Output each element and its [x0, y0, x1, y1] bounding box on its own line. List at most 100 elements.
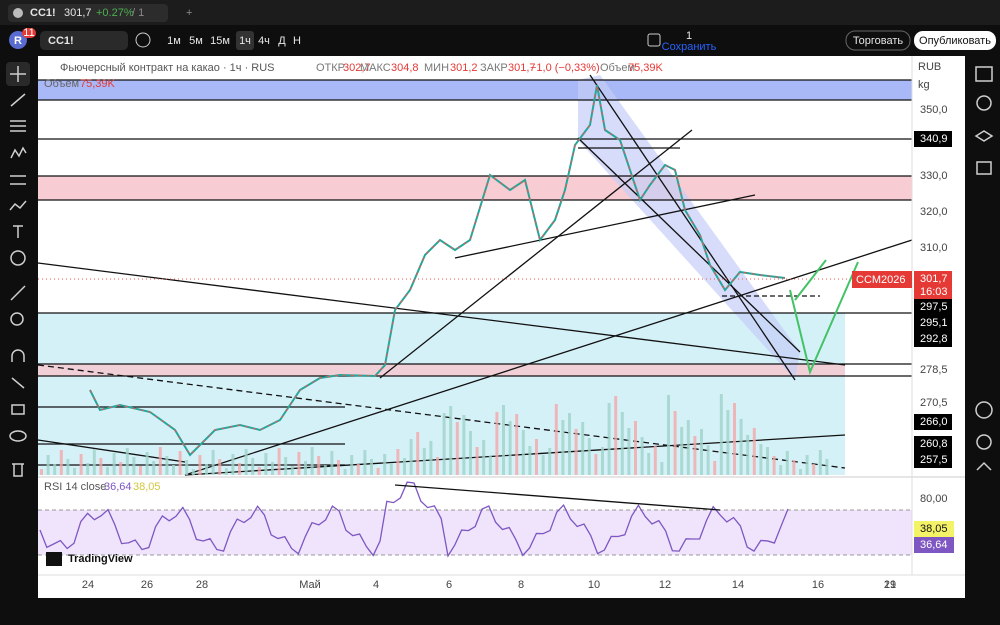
tool-lock-draw[interactable]	[11, 377, 25, 389]
volume-bar	[673, 411, 677, 475]
volume-bar	[165, 456, 169, 475]
date-label: 12	[659, 579, 671, 591]
tool-text[interactable]	[13, 225, 23, 238]
date-label: 10	[588, 579, 600, 591]
trade-button[interactable]	[845, 30, 911, 51]
volume-bar	[739, 419, 743, 475]
volume-bar	[614, 396, 618, 475]
volume-bar	[634, 421, 637, 475]
volume-bar	[389, 463, 393, 475]
save-button[interactable]: Сохранить	[662, 41, 717, 53]
calendar-icon[interactable]	[976, 461, 992, 471]
level-label-bg	[914, 315, 952, 331]
volume-bar	[178, 451, 182, 475]
volume-bar	[376, 468, 380, 475]
price-tick-label: 330,0	[920, 170, 948, 182]
volume-bar	[653, 446, 657, 475]
tool-eye[interactable]	[9, 430, 27, 442]
volume-bar	[667, 395, 670, 475]
symbol-search[interactable]	[40, 31, 128, 50]
interval-button[interactable]: 15м	[210, 35, 230, 47]
volume-bar	[700, 429, 703, 475]
trend-line	[454, 194, 756, 259]
tool-brush[interactable]	[9, 200, 27, 211]
legend-close: 301,7	[508, 62, 536, 74]
date-label: 19	[884, 579, 896, 591]
chat-icon[interactable]	[976, 161, 992, 175]
layout-icon[interactable]	[647, 33, 661, 47]
rsi-value-bg	[914, 537, 954, 553]
interval-button[interactable]: Н	[293, 35, 301, 47]
tool-magnet[interactable]	[11, 349, 25, 362]
price-tick-label: 350,0	[920, 104, 948, 116]
tool-emoji[interactable]	[10, 250, 26, 266]
volume-bar	[224, 468, 228, 475]
date-label: 6	[446, 579, 452, 591]
date-label: 8	[518, 579, 524, 591]
symbol-tag-bg	[852, 271, 912, 288]
tool-trendline[interactable]	[10, 93, 26, 107]
browser-tab[interactable]	[8, 4, 168, 22]
interval-button[interactable]: Д	[278, 35, 286, 47]
volume-bar	[462, 415, 466, 475]
interval-button[interactable]: 4ч	[258, 35, 270, 47]
date-label: Май	[299, 579, 321, 591]
dashed-trend	[37, 364, 846, 469]
trade-label[interactable]: Торговать	[853, 35, 904, 47]
level-label: 340,9	[920, 133, 948, 145]
tool-pattern[interactable]	[10, 146, 27, 159]
volume-legend-value: 75,39K	[80, 78, 116, 90]
projection	[794, 259, 827, 301]
volume-bar	[350, 455, 354, 475]
badge-count: 11	[23, 27, 34, 39]
price-tick-label: 320,0	[920, 206, 948, 218]
interval-button[interactable]: 5м	[189, 35, 203, 47]
volume-bar	[59, 450, 63, 475]
rsi-line	[39, 481, 789, 558]
legend-volume-label: Объем	[600, 62, 635, 74]
volume-bar	[145, 452, 149, 475]
volume-bar	[587, 438, 591, 475]
tool-projection[interactable]	[10, 175, 26, 185]
level-label-bg	[914, 299, 952, 315]
volume-bar	[436, 457, 439, 475]
level-label: 257,5	[920, 454, 948, 466]
tool-trash[interactable]	[12, 463, 24, 477]
volume-bar	[231, 454, 235, 475]
tool-lock[interactable]	[11, 404, 25, 415]
volume-bar	[766, 447, 769, 475]
volume-bar	[264, 453, 268, 475]
tool-zoom[interactable]	[10, 312, 24, 326]
interval-button[interactable]: 1ч	[239, 35, 251, 47]
toolbar-symbol: CC1!	[48, 35, 74, 47]
volume-bar	[290, 466, 294, 475]
level-label: 260,8	[920, 438, 948, 450]
tool-crosshair[interactable]	[10, 66, 26, 82]
interval-button[interactable]: 1м	[167, 35, 181, 47]
alerts-icon[interactable]	[976, 95, 992, 111]
volume-bar	[106, 467, 109, 475]
volume-bar	[554, 404, 558, 475]
publish-label[interactable]: Опубликовать	[919, 35, 991, 47]
brand-mark	[46, 552, 62, 566]
price-tick-label: 310,0	[920, 242, 948, 254]
new-tab[interactable]: +	[186, 7, 192, 19]
publish-button[interactable]	[914, 31, 996, 50]
layers-icon[interactable]	[974, 130, 994, 142]
tool-ruler[interactable]	[10, 285, 26, 301]
avatar[interactable]	[9, 31, 27, 49]
volume-bar	[53, 464, 57, 475]
ideas-icon[interactable]	[975, 401, 993, 419]
volume-bar	[495, 412, 499, 475]
volume-bar	[238, 463, 241, 475]
legend-close-label: ЗАКР	[480, 62, 508, 74]
streams-icon[interactable]	[976, 434, 992, 450]
date-label: 14	[732, 579, 744, 591]
volume-bar	[528, 446, 532, 475]
add-symbol[interactable]	[135, 32, 151, 48]
watchlist-icon[interactable]	[975, 66, 993, 82]
legend-low-label: МИН	[424, 62, 449, 74]
tool-fib[interactable]	[10, 120, 26, 132]
volume-bar	[139, 466, 142, 475]
tab-icon	[13, 8, 23, 18]
